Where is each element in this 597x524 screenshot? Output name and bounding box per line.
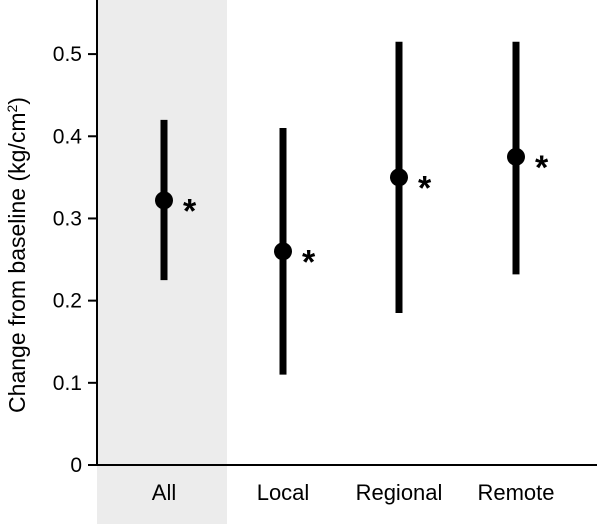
y-tick-label: 0.4 (53, 125, 83, 148)
x-tick-labels: All Local Regional Remote (152, 480, 555, 505)
significance-marker-all: * (183, 192, 197, 230)
y-tick-label: 0 (70, 454, 82, 477)
significance-marker-local: * (302, 243, 316, 281)
point-regional (390, 168, 408, 187)
point-remote (507, 147, 525, 166)
significance-marker-regional: * (418, 169, 432, 207)
point-local (274, 242, 292, 261)
x-tick-label-local: Local (257, 480, 310, 505)
y-ticks: 0 0.1 0.2 0.3 0.4 0.5 (53, 43, 97, 477)
y-tick-label: 0.2 (53, 290, 82, 313)
significance-marker-remote: * (535, 149, 549, 187)
y-axis-title: Change from baseline (kg/cm2) (4, 97, 30, 413)
x-tick-label-regional: Regional (356, 480, 443, 505)
x-tick-label-all: All (152, 480, 176, 505)
point-all (155, 191, 173, 210)
point-estimates (155, 147, 525, 261)
significance-markers: * * * * (183, 149, 549, 282)
y-tick-label: 0.3 (53, 207, 82, 230)
y-tick-label: 0.5 (53, 43, 82, 66)
y-tick-label: 0.1 (53, 372, 82, 395)
x-tick-label-remote: Remote (477, 480, 554, 505)
